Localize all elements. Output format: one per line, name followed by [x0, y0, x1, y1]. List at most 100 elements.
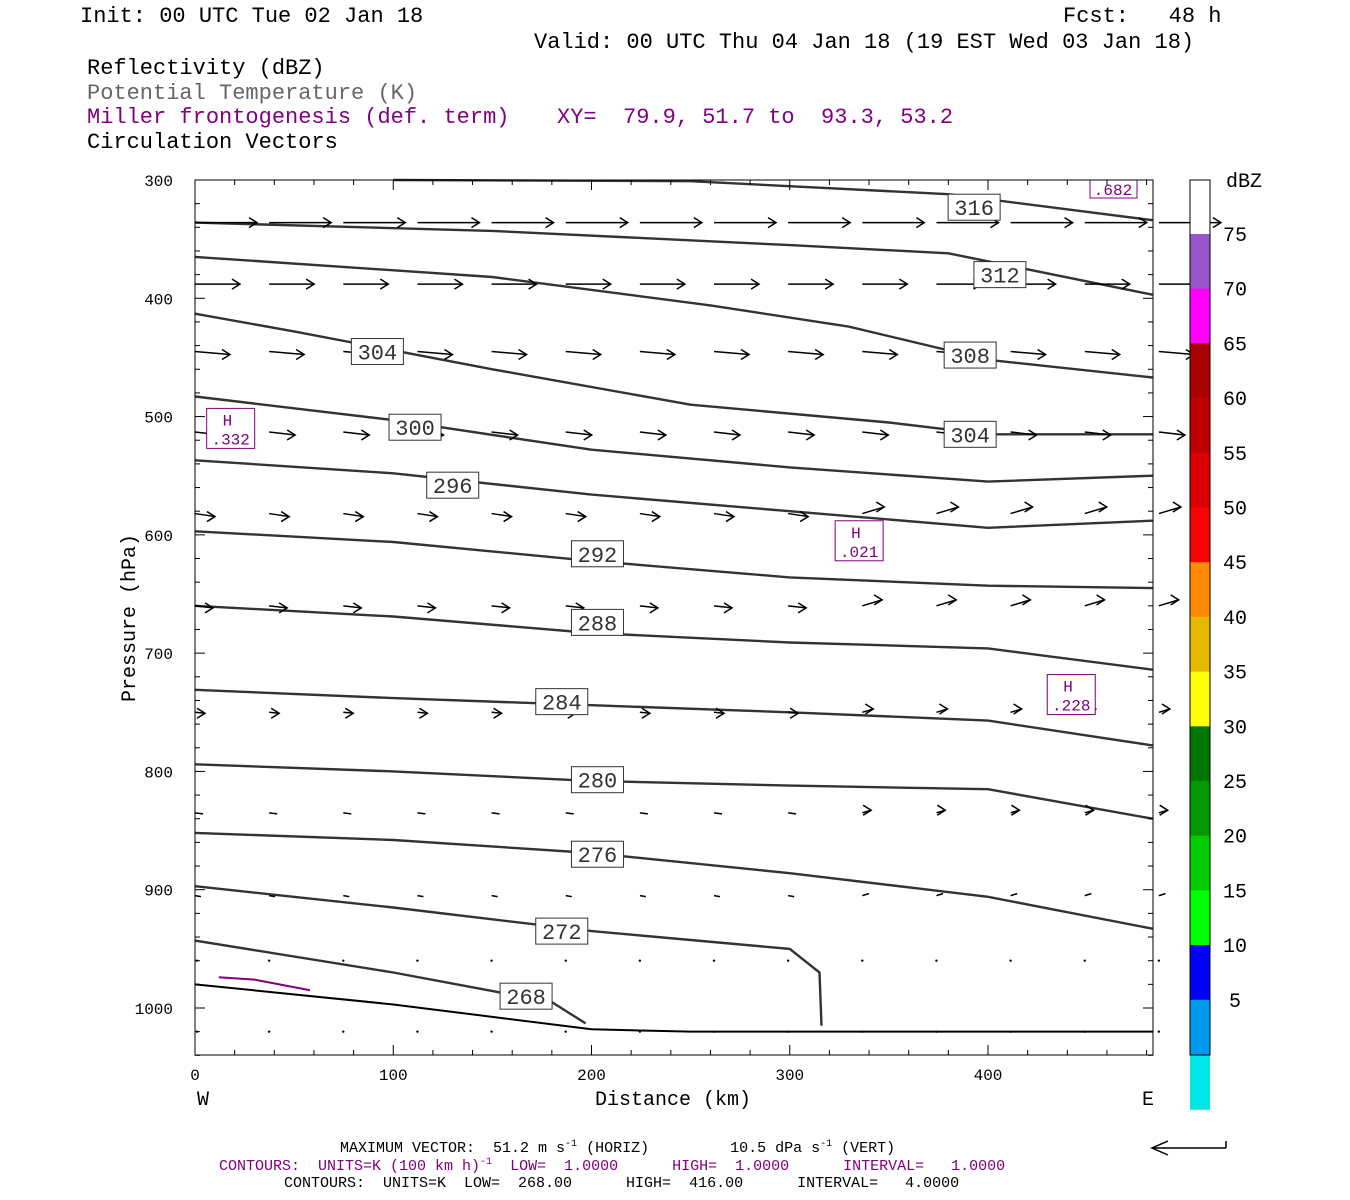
vector-arrowhead [444, 348, 454, 361]
vector-arrowhead [841, 216, 852, 229]
vector-arrowhead [824, 278, 835, 290]
circulation-vector [639, 350, 675, 356]
y-tick-label: 1000 [135, 1001, 173, 1019]
theta-label: 304 [950, 424, 990, 449]
theta-label-box [943, 341, 997, 369]
colorbar-segment [1190, 726, 1210, 782]
east-label: E [1142, 1089, 1154, 1112]
vector-arrowhead [1096, 594, 1106, 606]
vector-arrowhead [1172, 501, 1183, 513]
circulation-vector [491, 350, 527, 356]
circulation-vector [788, 350, 824, 356]
colorbar-tick-label: 55 [1223, 444, 1247, 467]
circulation-vector [565, 512, 586, 518]
circulation-vector [788, 812, 797, 815]
colorbar-tick-label: 10 [1223, 936, 1247, 959]
vector-arrowhead [1028, 429, 1039, 441]
theta-label-box [973, 261, 1027, 289]
vector-arrowhead [693, 216, 704, 229]
vector-arrowhead [1159, 804, 1170, 816]
vector-arrowhead [939, 703, 949, 715]
circulation-vector [1010, 350, 1046, 356]
circulation-vector [1010, 506, 1033, 515]
theta-label-box [570, 608, 624, 636]
circulation-vector [269, 894, 276, 898]
x-tick-label: 300 [775, 1067, 804, 1085]
theta-label-box [947, 193, 1001, 221]
vector-arrowhead [725, 510, 736, 523]
theta-label-box [388, 413, 442, 441]
colorbar-tick-label: 25 [1223, 772, 1247, 795]
circulation-vector [936, 506, 959, 515]
vector-arrowhead [1121, 278, 1132, 290]
circulation-vector [417, 605, 436, 609]
x-axis-label: Distance (km) [595, 1089, 751, 1112]
vector-arrowhead [396, 216, 407, 229]
vector-arrowhead [879, 429, 890, 441]
init-time: Init: 00 UTC Tue 02 Jan 18 [80, 4, 424, 29]
theta-contour-284 [194, 688, 1153, 747]
circulation-vector [269, 605, 288, 609]
vector-dot [786, 959, 790, 962]
circulation-vector [788, 512, 809, 518]
vector-arrowhead [767, 216, 778, 229]
frontogenesis-high-value: .332 [211, 431, 249, 449]
vector-dot [861, 1030, 864, 1033]
y-tick-label: 800 [144, 764, 173, 782]
vector-arrowhead [577, 510, 588, 523]
field-theta: Potential Temperature (K) [87, 81, 418, 106]
circulation-vector [194, 812, 204, 815]
vector-arrowhead [641, 707, 652, 719]
vector-arrowhead [1170, 594, 1181, 606]
vector-arrowhead [583, 429, 594, 441]
theta-label: 296 [433, 475, 473, 500]
valid-time: Valid: 00 UTC Thu 04 Jan 18 (19 EST Wed … [534, 30, 1195, 55]
frontogenesis-high-value: .021 [840, 544, 878, 562]
circulation-vector [269, 431, 296, 436]
vector-dot [638, 1030, 642, 1033]
vector-arrowhead [528, 278, 538, 290]
colorbar-segment [1190, 234, 1210, 290]
theta-label: 312 [980, 265, 1020, 290]
theta-label: 280 [578, 770, 618, 795]
vector-arrowhead [1013, 703, 1024, 715]
vector-arrowhead [280, 510, 291, 523]
field-vectors: Circulation Vectors [87, 130, 338, 155]
frontogenesis-high-marker: H [1063, 679, 1073, 697]
theta-contour-288 [194, 604, 1153, 671]
circulation-vector [1084, 350, 1120, 356]
vector-arrowhead [545, 216, 555, 229]
theta-label-box [570, 540, 624, 568]
vector-arrowhead [873, 594, 884, 606]
circulation-vector [862, 506, 885, 515]
vector-dot [342, 959, 345, 962]
vector-dot [712, 959, 716, 962]
circulation-vector [343, 812, 352, 815]
circulation-vector [788, 431, 815, 436]
theta-label-box [499, 982, 553, 1010]
vector-arrowhead [204, 602, 215, 614]
circulation-vector [1010, 599, 1031, 607]
circulation-vector [788, 894, 795, 898]
frontogenesis-contour [218, 976, 311, 992]
colorbar-segment [1190, 999, 1210, 1055]
colorbar-segment [1190, 452, 1210, 508]
vector-arrowhead [723, 602, 734, 614]
vector-dot [1009, 1030, 1012, 1033]
circulation-vector [565, 894, 572, 898]
theta-contour-292 [194, 530, 1153, 590]
vector-arrowhead [888, 348, 899, 361]
frontogenesis-high-box [206, 407, 256, 449]
max-vector-note: MAXIMUM VECTOR: 51.2 m s-1 (HORIZ) 10.5 … [340, 1139, 896, 1157]
theta-contour-308 [194, 255, 1153, 379]
circulation-vector [788, 605, 807, 609]
vector-arrowhead [799, 510, 810, 523]
colorbar-tick-label: 35 [1223, 663, 1247, 686]
vector-dot [267, 1030, 271, 1033]
vector-arrowhead [1011, 804, 1021, 816]
vector-dot [935, 959, 938, 962]
frontogenesis-high-marker: H [851, 525, 861, 543]
vector-arrowhead [750, 278, 761, 290]
colorbar-segment [1190, 288, 1210, 344]
vector-arrowhead [354, 510, 365, 523]
